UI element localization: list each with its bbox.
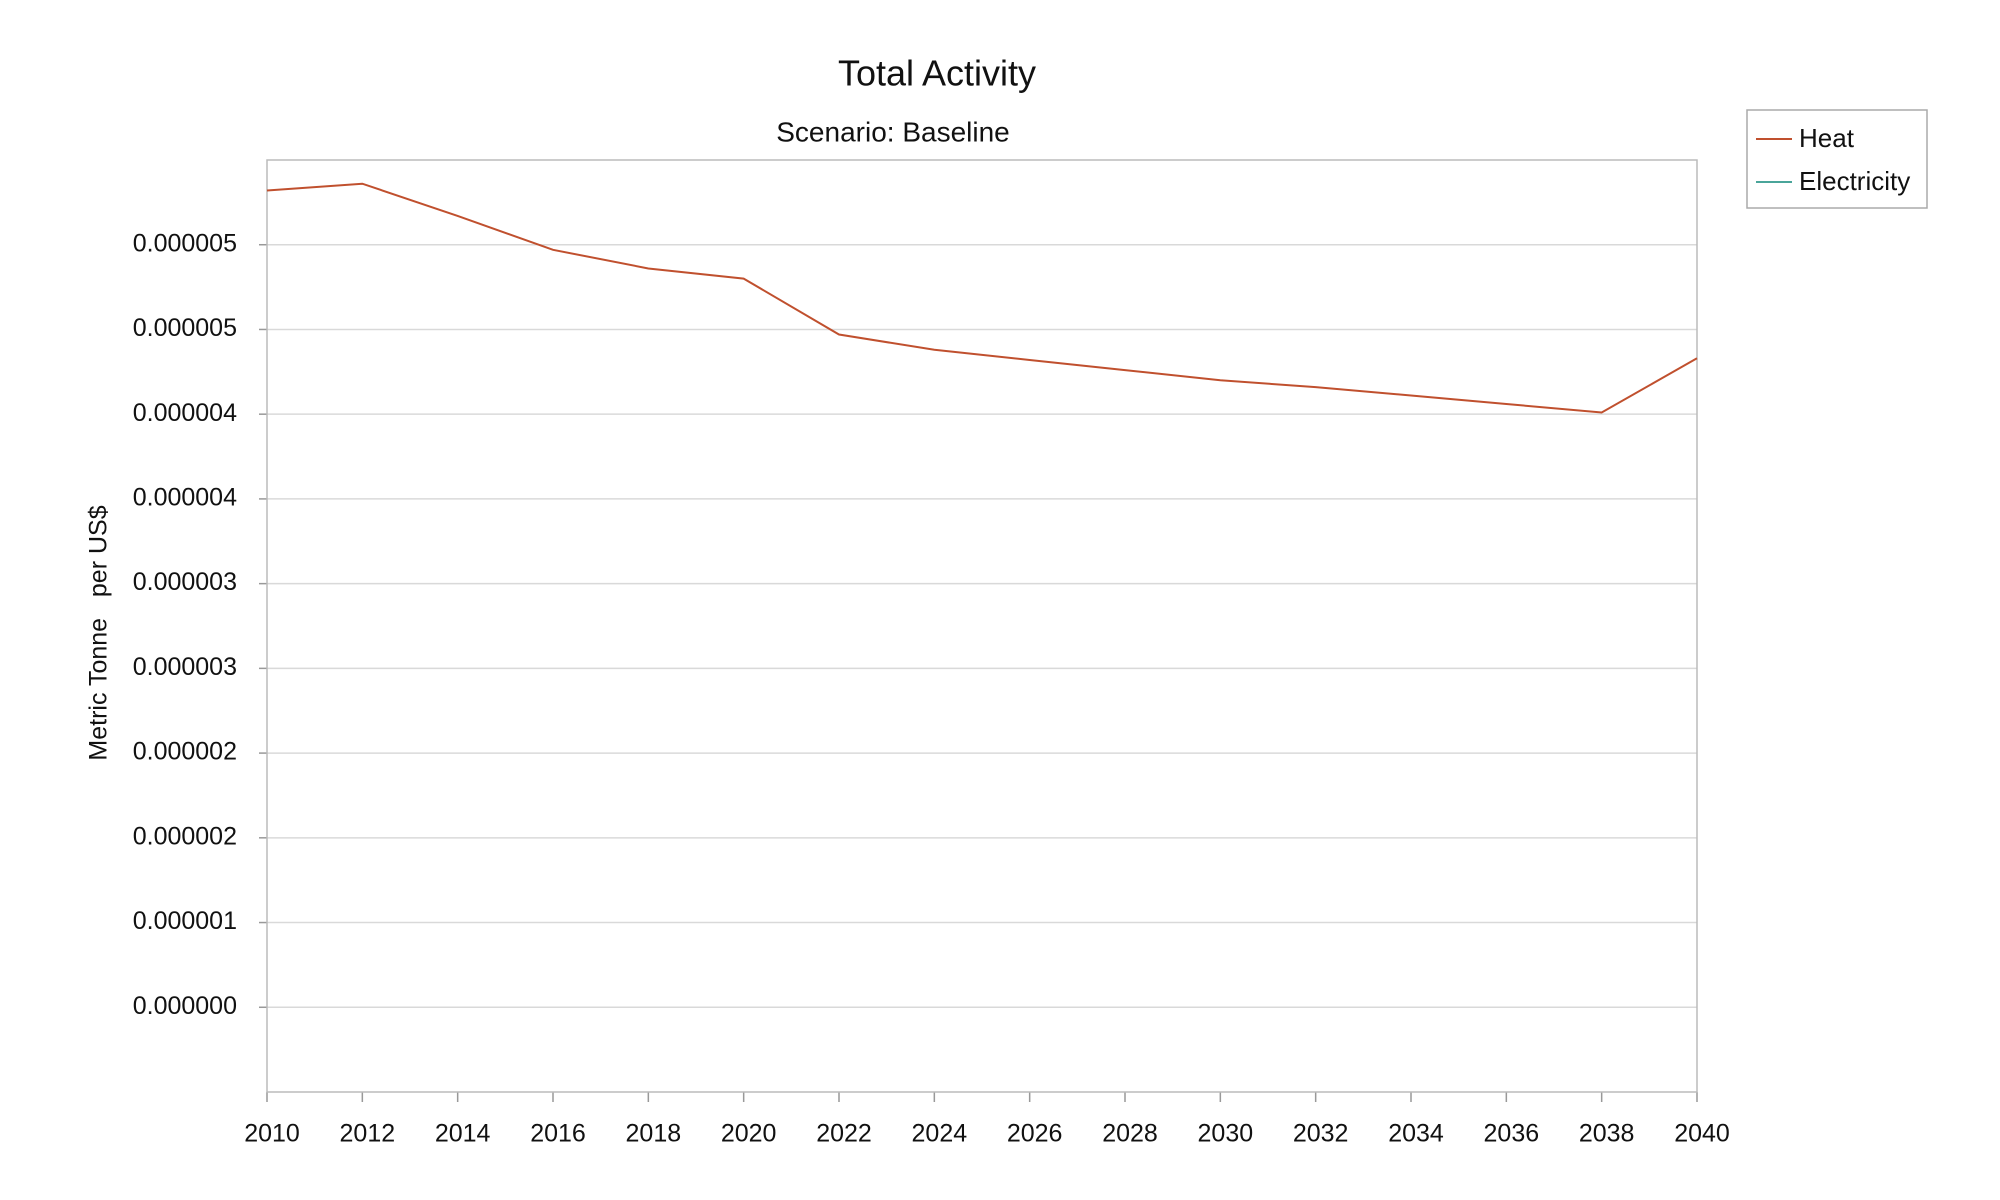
y-tick-label: 0.000002 [133,738,237,766]
x-tick-label: 2022 [816,1120,872,1148]
x-tick-label: 2012 [340,1120,396,1148]
x-tick-label: 2020 [721,1120,777,1148]
y-tick-label: 0.000004 [133,484,237,512]
legend-box [1746,109,1928,209]
y-tick-label: 0.000002 [133,822,237,850]
x-tick-label: 2018 [626,1120,682,1148]
y-tick-label: 0.000003 [133,568,237,596]
x-tick-label: 2028 [1102,1120,1158,1148]
y-axis-label: Metric Tonne per US$ [85,505,113,760]
y-tick-label: 0.000005 [133,314,237,342]
x-tick-label: 2040 [1674,1120,1730,1148]
x-tick-label: 2038 [1579,1120,1635,1148]
x-tick-label: 2032 [1293,1120,1349,1148]
series-line [266,182,1698,414]
plot-frame [266,159,1698,1093]
x-tick-label: 2014 [435,1120,491,1148]
legend-label: Heat [1799,123,1855,153]
x-tick-label: 2034 [1388,1120,1444,1148]
y-tick-label: 0.000000 [133,992,237,1020]
y-tick-label: 0.000003 [133,653,237,681]
y-tick-label: 0.000004 [133,399,237,427]
x-tick-label: 2026 [1007,1120,1063,1148]
x-tick-label: 2030 [1198,1120,1254,1148]
x-tick-label: 2010 [244,1120,300,1148]
chart-subtitle: Scenario: Baseline [776,116,1009,147]
chart-title: Total Activity [838,53,1036,94]
x-tick-label: 2036 [1484,1120,1540,1148]
x-tick-label: 2016 [530,1120,586,1148]
y-tick-label: 0.000005 [133,229,237,257]
legend-label: Electricity [1799,166,1910,196]
y-tick-label: 0.000001 [133,907,237,935]
x-tick-label: 2024 [912,1120,968,1148]
